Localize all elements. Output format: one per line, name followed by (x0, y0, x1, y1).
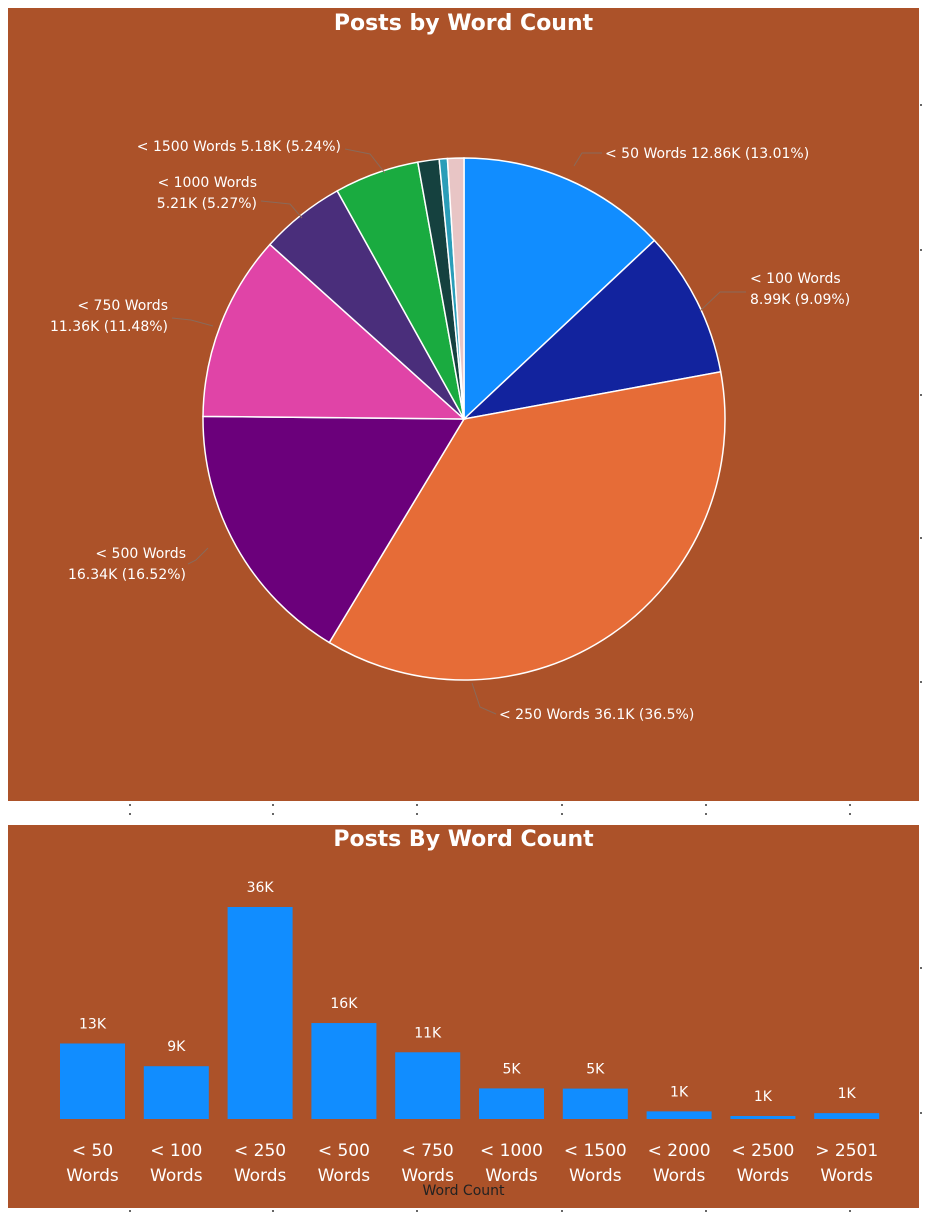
pie-data-label-lt-750-words: 11.36K (11.48%) (50, 319, 168, 335)
bar-chart-title: Posts By Word Count (333, 827, 594, 852)
pie-slice-lt-50-words[interactable] (463, 157, 656, 421)
leader-line-lt-1000-words (260, 200, 303, 219)
resize-dot (705, 1210, 707, 1212)
bar-data-label: 5K (586, 1062, 605, 1078)
resize-dot (920, 104, 922, 106)
pie-data-label-lt-100-words: 8.99K (9.09%) (750, 292, 850, 308)
x-axis-title: Word Count (422, 1183, 505, 1199)
resize-dot (272, 804, 274, 806)
resize-dot (416, 804, 418, 806)
pie-slice-lt-750-words[interactable] (202, 243, 466, 420)
bar-lt-1000-words[interactable] (479, 1088, 544, 1119)
leader-line-lt-1500-words (344, 148, 386, 174)
pie-slice-lt-100-words[interactable] (461, 239, 722, 421)
resize-dot (561, 1210, 563, 1212)
x-tick-label: Words (653, 1166, 706, 1186)
x-tick-label: < 1000 (480, 1141, 543, 1161)
bar-data-label: 36K (247, 880, 275, 896)
bar-lt-2500-words[interactable] (730, 1116, 796, 1119)
resize-dot (705, 804, 707, 806)
x-tick-label: < 1500 (564, 1141, 627, 1161)
x-tick-label: Words (569, 1166, 622, 1186)
x-tick-label: Words (318, 1166, 371, 1186)
bar-data-label: 13K (79, 1016, 107, 1032)
resize-dot (849, 813, 851, 815)
pie-slice-lt-250-words[interactable] (328, 370, 726, 681)
x-tick-label: < 250 (234, 1141, 286, 1161)
pie-data-label-lt-1000-words: 5.21K (5.27%) (157, 196, 257, 212)
x-tick-label: < 2000 (648, 1141, 711, 1161)
resize-dot (129, 813, 131, 815)
x-tick-label: < 50 (72, 1141, 113, 1161)
pie-slice-gt-2501-words[interactable] (446, 157, 465, 420)
resize-dot (129, 1210, 131, 1212)
resize-dot (920, 681, 922, 683)
resize-dot (849, 804, 851, 806)
x-tick-label: Words (485, 1166, 538, 1186)
x-tick-label: Words (820, 1166, 873, 1186)
leader-line-lt-750-words (171, 317, 214, 327)
leader-line-lt-500-words (187, 547, 209, 565)
pie-data-label-lt-750-words: < 750 Words (77, 298, 168, 314)
pie-data-label-lt-100-words: < 100 Words (750, 271, 841, 287)
pie-data-label-lt-50-words: < 50 Words 12.86K (13.01%) (605, 146, 809, 162)
bar-lt-100-words[interactable] (143, 1066, 209, 1119)
bar-lt-500-words[interactable] (311, 1023, 377, 1119)
pie-chart-panel[interactable]: Posts by Word Count < 50 Words 12.86K (1… (8, 8, 919, 801)
bar-chart[interactable]: 13K < 50 Words 9K < 100 Words 36K < 250 Words 16K… (8, 825, 919, 1208)
resize-dot (416, 1210, 418, 1212)
x-tick-label: Words (737, 1166, 790, 1186)
x-tick-label: < 750 (402, 1141, 454, 1161)
pie-chart-title: Posts by Word Count (333, 11, 594, 36)
bar-data-label: 1K (838, 1086, 857, 1102)
bar-lt-750-words[interactable] (395, 1052, 461, 1119)
leader-line-lt-250-words (471, 682, 497, 715)
pie-data-label-lt-250-words: < 250 Words 36.1K (36.5%) (499, 707, 694, 723)
pie-chart[interactable]: < 50 Words 12.86K (13.01%) < 100 Words 8.9… (8, 8, 919, 801)
bar-lt-250-words[interactable] (227, 907, 293, 1119)
bar-data-label: 11K (414, 1025, 442, 1041)
bar-data-label: 1K (754, 1089, 773, 1105)
bar-gt-2501-words[interactable] (814, 1113, 880, 1119)
resize-dot (849, 1210, 851, 1212)
leader-line-lt-50-words (573, 152, 602, 167)
pie-slice-lt-500-words[interactable] (202, 415, 466, 644)
resize-dot (920, 394, 922, 396)
bar-lt-2000-words[interactable] (646, 1111, 712, 1119)
resize-dot (416, 813, 418, 815)
resize-dot (129, 804, 131, 806)
pie-data-label-lt-500-words: < 500 Words (95, 546, 186, 562)
resize-dot (561, 804, 563, 806)
x-tick-label: Words (66, 1166, 119, 1186)
resize-dot (920, 1112, 922, 1114)
x-tick-label: > 2501 (815, 1141, 878, 1161)
resize-dot (272, 813, 274, 815)
leader-line-lt-100-words (699, 291, 746, 312)
bar-data-label: 16K (330, 996, 358, 1012)
pie-data-label-lt-1500-words: < 1500 Words 5.18K (5.24%) (137, 139, 341, 155)
x-tick-label: Words (150, 1166, 203, 1186)
x-tick-label: < 2500 (731, 1141, 794, 1161)
pie-data-label-lt-1000-words: < 1000 Words (157, 175, 257, 191)
bar-data-label: 1K (670, 1084, 689, 1100)
bar-data-label: 9K (167, 1039, 186, 1055)
resize-dot (920, 967, 922, 969)
resize-dot (705, 813, 707, 815)
resize-dot (272, 1210, 274, 1212)
bar-data-label: 5K (502, 1061, 521, 1077)
x-tick-label: < 100 (150, 1141, 202, 1161)
bar-lt-50-words[interactable] (60, 1043, 125, 1119)
pie-data-label-lt-500-words: 16.34K (16.52%) (68, 567, 186, 583)
bar-chart-panel[interactable]: Posts By Word Count 13K < 50 Words 9K < 100 W… (8, 825, 919, 1208)
x-tick-label: Words (234, 1166, 287, 1186)
bar-lt-1500-words[interactable] (562, 1088, 628, 1119)
resize-dot (920, 249, 922, 251)
resize-dot (561, 813, 563, 815)
x-tick-label: < 500 (318, 1141, 370, 1161)
x-tick-label: Words (401, 1166, 454, 1186)
resize-dot (920, 537, 922, 539)
